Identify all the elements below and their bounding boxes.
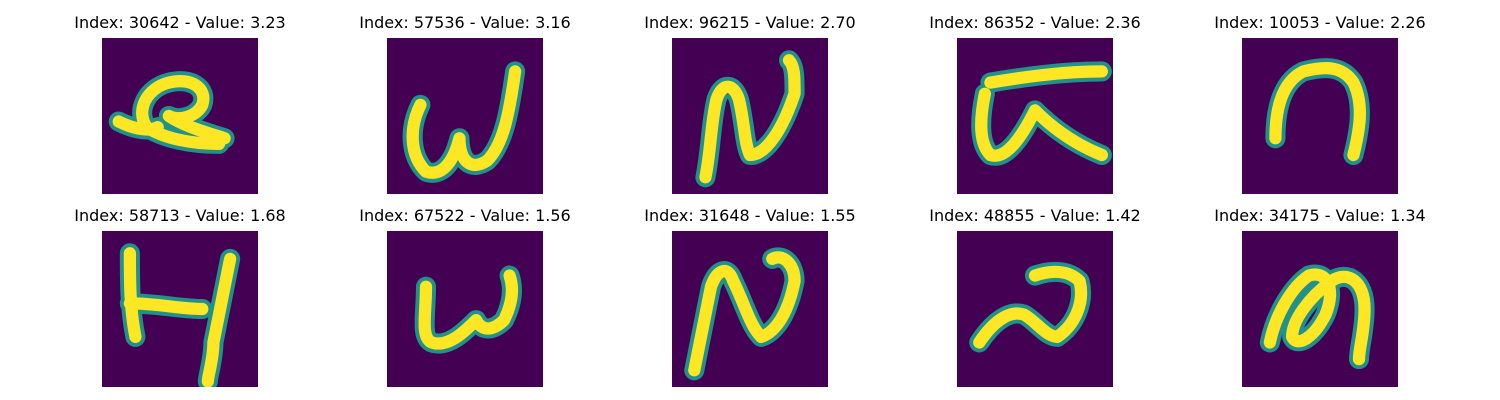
digit-image [957,38,1113,194]
panel-value: 1.34 [1390,206,1426,225]
image-panel: Index: 48855 - Value: 1.42 [905,205,1165,387]
image-panel: Index: 30642 - Value: 3.23 [50,12,310,194]
digit-image [387,231,543,387]
image-background [957,231,1113,387]
digit-image [957,231,1113,387]
digit-image [1242,231,1398,387]
panel-title: Index: 57536 - Value: 3.16 [359,13,571,32]
panel-index: 57536 [413,13,465,32]
panel-value: 1.55 [820,206,856,225]
image-panel: Index: 57536 - Value: 3.16 [335,12,595,194]
panel-index: 96215 [698,13,750,32]
panel-value: 2.70 [820,13,856,32]
digit-image [672,231,828,387]
digit-image [387,38,543,194]
panel-value: 1.42 [1105,206,1141,225]
glyph-stroke [688,251,801,377]
panel-title: Index: 67522 - Value: 1.56 [359,206,571,225]
panel-index: 10053 [1268,13,1320,32]
panel-value: 3.16 [535,13,571,32]
image-panel: Index: 86352 - Value: 2.36 [905,12,1165,194]
panel-index: 31648 [698,206,750,225]
glyph-stroke [112,75,231,150]
panel-value: 2.36 [1105,13,1141,32]
panel-index: 86352 [983,13,1035,32]
panel-value: 1.56 [535,206,571,225]
panel-index: 67522 [413,206,465,225]
image-panel: Index: 96215 - Value: 2.70 [620,12,880,194]
panel-title: Index: 58713 - Value: 1.68 [74,206,286,225]
glyph-stroke [1263,268,1371,366]
panel-title: Index: 34175 - Value: 1.34 [1214,206,1426,225]
glyph-stroke [975,65,1108,162]
image-panel: Index: 31648 - Value: 1.55 [620,205,880,387]
glyph-stroke [1269,61,1366,162]
digit-image [102,231,258,387]
image-panel: Index: 10053 - Value: 2.26 [1190,12,1450,194]
panel-index: 48855 [983,206,1035,225]
glyph-stroke [123,247,237,387]
panel-title: Index: 48855 - Value: 1.42 [929,206,1141,225]
panel-title: Index: 30642 - Value: 3.23 [74,13,286,32]
panel-title: Index: 10053 - Value: 2.26 [1214,13,1426,32]
panel-value: 1.68 [250,206,286,225]
image-panel: Index: 34175 - Value: 1.34 [1190,205,1450,387]
panel-value: 3.23 [250,13,286,32]
glyph-stroke [418,269,518,350]
glyph-stroke [973,265,1088,349]
panel-index: 58713 [128,206,180,225]
digit-image [102,38,258,194]
glyph-stroke [406,65,522,179]
panel-title: Index: 86352 - Value: 2.36 [929,13,1141,32]
image-panel: Index: 58713 - Value: 1.68 [50,205,310,387]
panel-index: 34175 [1268,206,1320,225]
panel-value: 2.26 [1390,13,1426,32]
digit-image [672,38,828,194]
image-panel: Index: 67522 - Value: 1.56 [335,205,595,387]
panel-title: Index: 96215 - Value: 2.70 [644,13,856,32]
panel-title: Index: 31648 - Value: 1.55 [644,206,856,225]
panel-index: 30642 [128,13,180,32]
glyph-stroke [699,54,801,184]
image-background [387,231,543,387]
digit-image [1242,38,1398,194]
